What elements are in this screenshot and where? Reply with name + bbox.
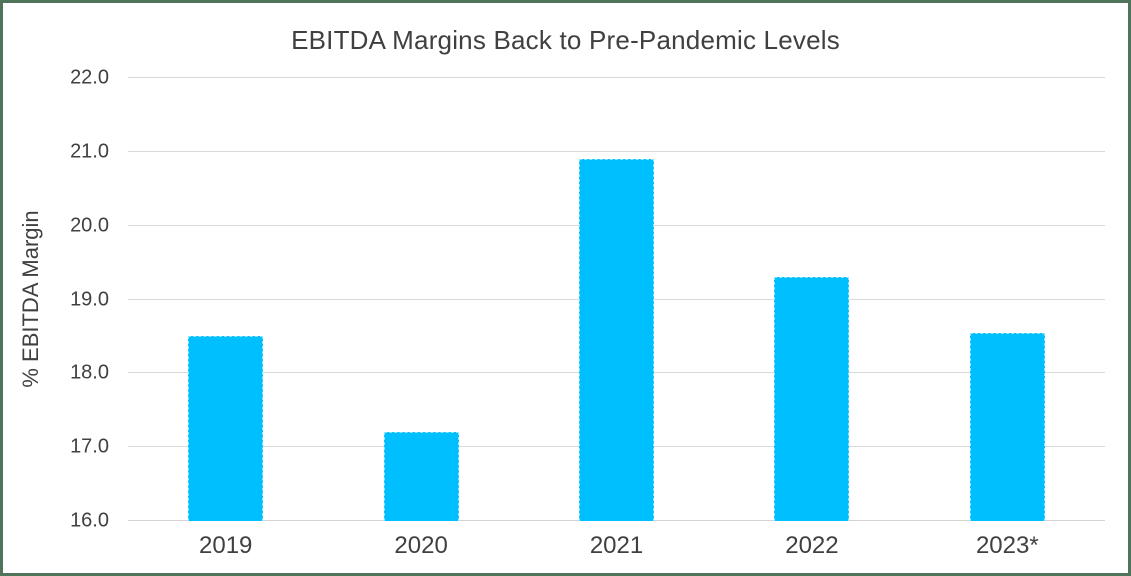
bar-cell: [323, 78, 518, 521]
gridline: [128, 77, 1105, 78]
x-axis-ticks: 2019 2020 2021 2022 2023*: [128, 531, 1105, 561]
y-tick-label: 21.0: [70, 140, 109, 163]
x-tick-label: 2023*: [975, 532, 1039, 559]
y-tick-label: 17.0: [70, 435, 109, 458]
bar-2023*: [969, 332, 1045, 521]
bar-2020: [383, 432, 459, 521]
gridline: [128, 150, 1105, 152]
x-tick-label: 2019: [199, 532, 253, 559]
y-tick-label: 20.0: [70, 214, 109, 237]
bar-cell: [128, 78, 323, 521]
plot-area: [128, 77, 1105, 521]
bar-cell: [910, 78, 1105, 521]
y-tick-label: 22.0: [70, 66, 109, 89]
bars-layer: [128, 78, 1105, 521]
bar-cell: [714, 78, 909, 521]
y-axis-ticks: 16.0 17.0 18.0 19.0 20.0 21.0 22.0: [3, 67, 109, 532]
bar-2019: [188, 336, 264, 521]
chart-title: EBITDA Margins Back to Pre-Pandemic Leve…: [291, 25, 840, 55]
y-tick-label: 18.0: [70, 361, 109, 384]
y-tick-label: 16.0: [70, 509, 109, 532]
bar-cell: [519, 78, 714, 521]
bar-2021: [579, 159, 655, 521]
x-tick-label: 2021: [589, 532, 644, 559]
y-tick-label: 19.0: [70, 288, 109, 310]
bar-2022: [774, 277, 850, 521]
x-tick-label: 2020: [394, 532, 448, 559]
x-tick-label: 2022: [785, 532, 839, 559]
